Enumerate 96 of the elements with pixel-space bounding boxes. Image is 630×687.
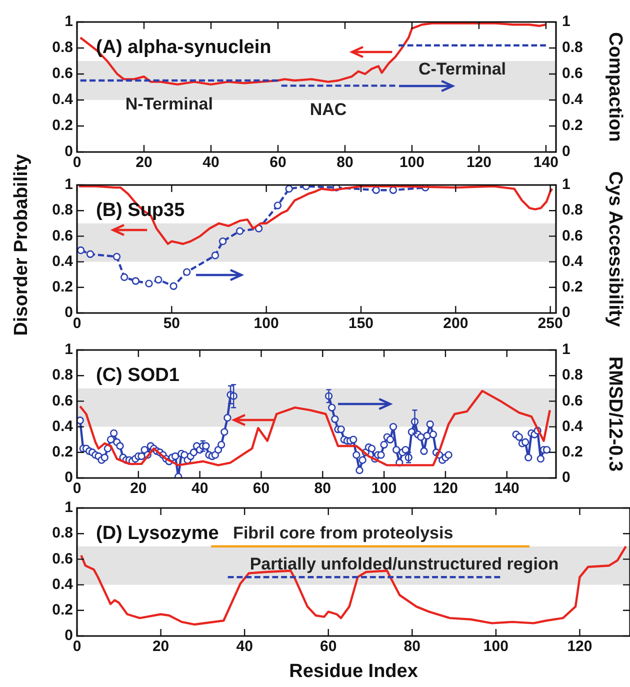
y2-tick-label: 0 (562, 469, 570, 486)
y2-axis-title: RMSD/12-0.3 (604, 356, 626, 472)
x-tick-label: 250 (538, 315, 563, 332)
y2-tick-label: 0.6 (562, 65, 583, 82)
y-tick-label: 1 (64, 176, 73, 194)
y2-tick-label: 0.2 (562, 117, 583, 134)
x-tick-label: 20 (152, 638, 170, 656)
series-label: Partially unfolded/unstructured region (250, 554, 559, 574)
point (112, 252, 121, 261)
y-tick-label: 0 (64, 304, 73, 322)
x-tick-label: 200 (443, 315, 468, 332)
y2-tick-label: 1 (562, 176, 570, 194)
x-tick-label: 80 (314, 480, 331, 498)
x-tick-label: 120 (466, 154, 492, 172)
series-label: Fibril core from proteolysis (233, 524, 454, 543)
x-tick-label: 60 (270, 154, 286, 172)
point (236, 227, 244, 235)
x-axis-title: Residue Index (289, 660, 418, 682)
point (285, 185, 293, 193)
x-tick-label: 150 (348, 315, 374, 332)
x-tick-label: 20 (136, 154, 152, 172)
x-tick-label: 140 (533, 154, 558, 172)
x-tick-label: 80 (336, 154, 354, 172)
y-tick-label: 0.8 (52, 39, 73, 56)
x-tick-label: 20 (130, 480, 147, 498)
y-tick-label: 0.8 (52, 202, 73, 219)
y-axis-title: Disorder Probability (11, 154, 33, 336)
point (211, 252, 220, 260)
series-label: C-Terminal (418, 60, 506, 79)
y-tick-label: 0.2 (52, 602, 73, 619)
y-tick-label: 0.8 (52, 366, 73, 384)
y-tick-label: 1 (64, 499, 73, 516)
point (77, 246, 85, 254)
point (182, 268, 191, 276)
x-tick-label: 50 (163, 315, 180, 332)
y2-tick-label: 1 (562, 341, 570, 358)
point (218, 237, 227, 246)
point (170, 282, 178, 290)
y-tick-label: 0.8 (52, 524, 73, 542)
point (389, 186, 398, 194)
x-tick-label: 40 (202, 154, 220, 172)
text: (A) alpha-synuclein (96, 37, 272, 58)
x-tick-label: 100 (372, 480, 397, 498)
y2-tick-label: 0 (562, 143, 570, 160)
point (274, 202, 282, 210)
series-label: NAC (310, 100, 347, 119)
x-tick-label: 60 (252, 480, 270, 498)
point (86, 250, 94, 258)
y2-axis-title: Compaction (604, 32, 626, 142)
text: (C) SOD1 (96, 364, 180, 386)
point (145, 280, 153, 288)
y2-tick-label: 0.4 (562, 252, 584, 270)
x-tick-label: 120 (567, 638, 592, 656)
x-tick-label: 40 (191, 480, 208, 498)
y2-axis-title: Cys Accessibility (604, 171, 626, 328)
y-tick-label: 0.6 (52, 392, 73, 410)
x-tick-label: 100 (254, 315, 279, 332)
y-tick-label: 0.4 (52, 91, 74, 108)
y-tick-label: 0.4 (52, 576, 74, 593)
y-tick-label: 0.6 (52, 65, 73, 82)
y2-tick-label: 0.4 (562, 418, 584, 435)
y-tick-label: 0.6 (52, 550, 73, 568)
x-tick-label: 40 (236, 638, 253, 656)
point (154, 276, 162, 284)
y-tick-label: 0 (64, 469, 73, 486)
y2-tick-label: 1 (562, 13, 570, 30)
point (132, 277, 140, 285)
x-tick-label: 100 (399, 154, 424, 172)
x-tick-label: 120 (432, 480, 458, 498)
point (120, 273, 128, 282)
point (372, 186, 380, 194)
x-tick-label: 100 (483, 638, 508, 656)
y2-tick-label: 0 (562, 304, 570, 322)
y-tick-label: 0.4 (52, 252, 74, 270)
y2-tick-label: 0.6 (562, 227, 583, 244)
text: (D) Lysozyme (96, 522, 219, 544)
y-tick-label: 0.2 (52, 278, 73, 296)
x-tick-label: 80 (404, 638, 420, 656)
y2-tick-label: 0.8 (562, 366, 583, 384)
y2-tick-label: 0.2 (562, 444, 583, 461)
y2-tick-label: 0.8 (562, 202, 583, 219)
y-tick-label: 0 (64, 627, 73, 644)
y2-tick-label: 0.8 (562, 39, 583, 56)
y2-tick-label: 0.6 (562, 392, 583, 410)
y-tick-label: 0 (64, 143, 73, 160)
y-tick-label: 0.2 (52, 444, 73, 461)
y-tick-label: 1 (64, 341, 73, 358)
x-tick-label: 140 (494, 480, 520, 498)
y-tick-label: 0.2 (52, 117, 73, 134)
y-tick-label: 0.6 (52, 227, 73, 244)
y-tick-label: 1 (64, 13, 73, 30)
y-tick-label: 0.4 (52, 418, 74, 435)
y2-tick-label: 0.2 (562, 278, 583, 296)
series-label: N-Terminal (125, 94, 213, 114)
x-tick-label: 60 (320, 638, 337, 656)
y2-tick-label: 0.4 (562, 91, 584, 108)
